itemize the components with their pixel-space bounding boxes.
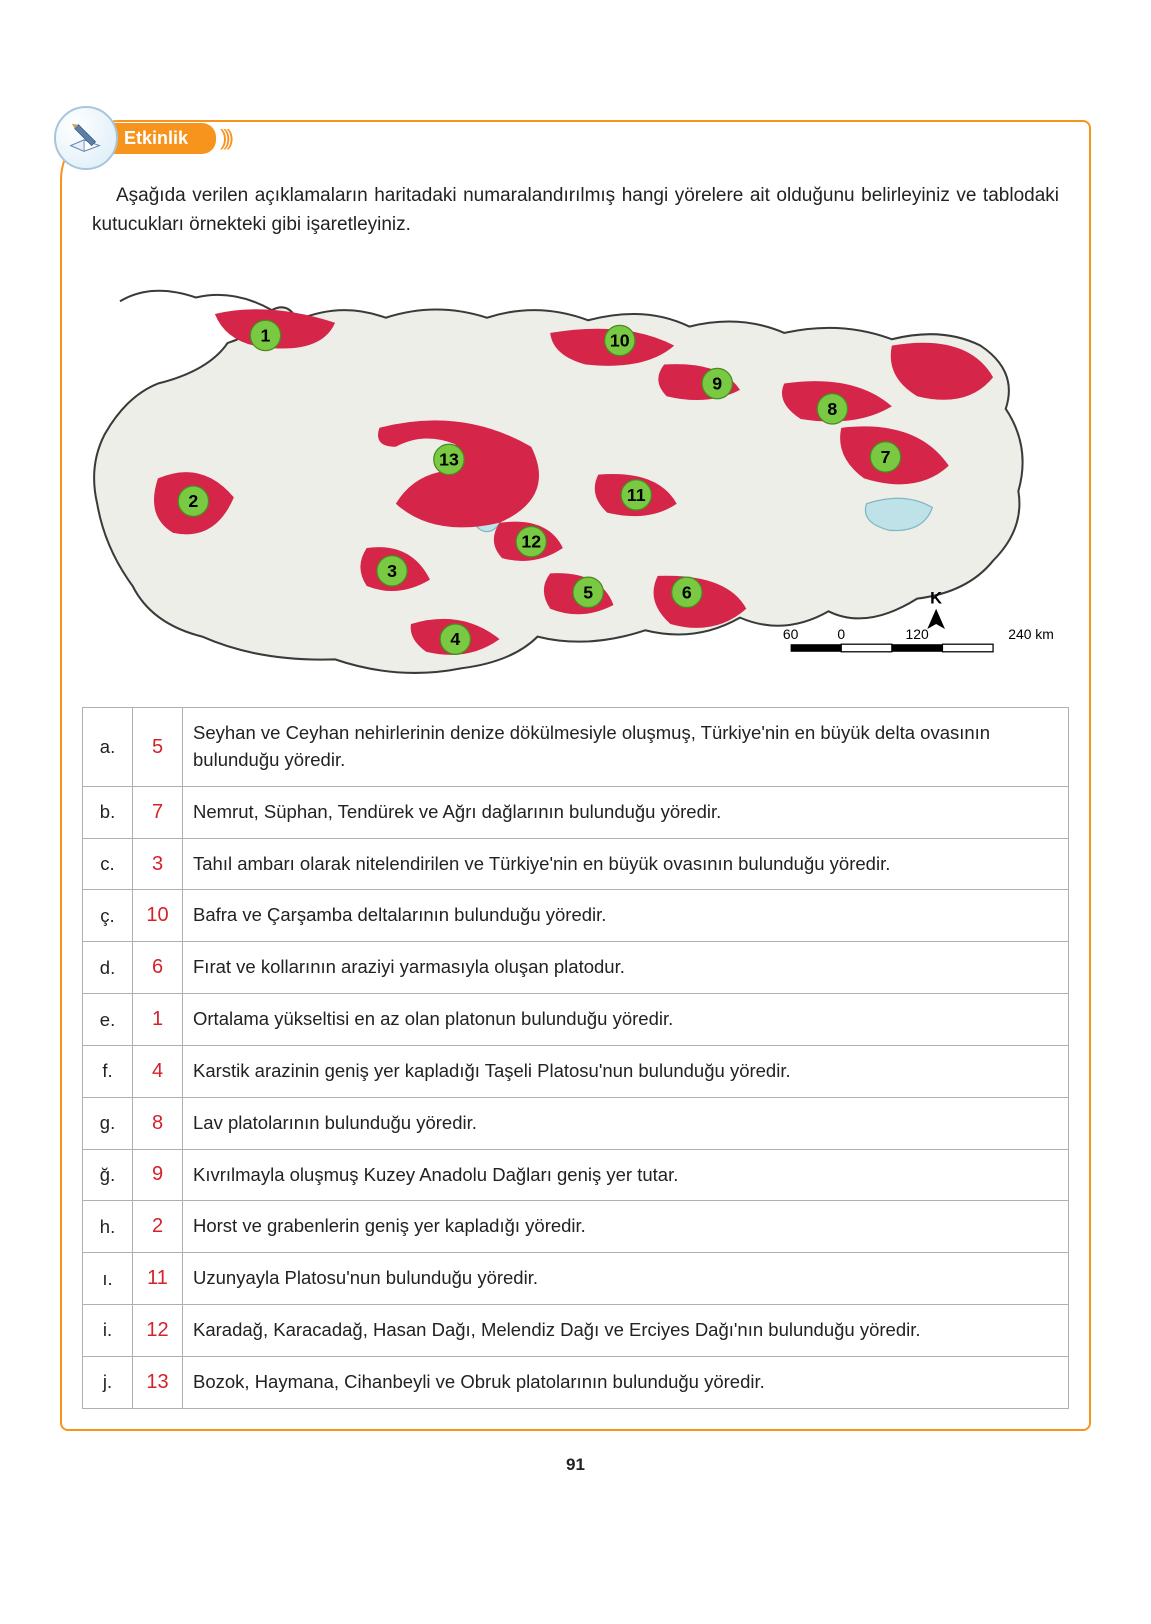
page-number: 91 [0, 1455, 1151, 1475]
activity-frame: Etkinlik ))) Aşağıda verilen açıklamalar… [60, 120, 1091, 1431]
answer-table: a.5Seyhan ve Ceyhan nehirlerinin denize … [82, 707, 1069, 1408]
row-number: 11 [133, 1253, 183, 1305]
row-description: Bafra ve Çarşamba deltalarının bulunduğu… [183, 890, 1069, 942]
map-marker-label-5: 5 [583, 582, 593, 602]
row-number: 13 [133, 1356, 183, 1408]
map-marker-label-2: 2 [188, 491, 198, 511]
row-description: Ortalama yükseltisi en az olan platonun … [183, 994, 1069, 1046]
table-row: ı.11Uzunyayla Platosu'nun bulunduğu yöre… [83, 1253, 1069, 1305]
row-description: Lav platolarının bulunduğu yöredir. [183, 1097, 1069, 1149]
table-row: g.8Lav platolarının bulunduğu yöredir. [83, 1097, 1069, 1149]
activity-label: Etkinlik [106, 123, 216, 154]
table-row: d.6Fırat ve kollarının araziyi yarmasıyl… [83, 942, 1069, 994]
row-letter: ı. [83, 1253, 133, 1305]
row-description: Horst ve grabenlerin geniş yer kapladığı… [183, 1201, 1069, 1253]
map-marker-label-10: 10 [610, 331, 630, 351]
table-row: h.2Horst ve grabenlerin geniş yer kaplad… [83, 1201, 1069, 1253]
row-number: 12 [133, 1304, 183, 1356]
table-row: b.7Nemrut, Süphan, Tendürek ve Ağrı dağl… [83, 786, 1069, 838]
row-description: Uzunyayla Platosu'nun bulunduğu yöredir. [183, 1253, 1069, 1305]
table-row: i.12Karadağ, Karacadağ, Hasan Dağı, Mele… [83, 1304, 1069, 1356]
map-marker-label-3: 3 [387, 561, 397, 581]
table-row: c.3Tahıl ambarı olarak nitelendirilen ve… [83, 838, 1069, 890]
table-row: f.4Karstik arazinin geniş yer kapladığı … [83, 1045, 1069, 1097]
book-pencil-icon [54, 106, 118, 170]
row-number: 7 [133, 786, 183, 838]
row-number: 6 [133, 942, 183, 994]
map-marker-label-8: 8 [827, 399, 837, 419]
row-description: Kıvrılmayla oluşmuş Kuzey Anadolu Dağlar… [183, 1149, 1069, 1201]
row-letter: h. [83, 1201, 133, 1253]
row-letter: e. [83, 994, 133, 1046]
row-number: 8 [133, 1097, 183, 1149]
row-letter: b. [83, 786, 133, 838]
row-letter: f. [83, 1045, 133, 1097]
row-number: 10 [133, 890, 183, 942]
row-number: 4 [133, 1045, 183, 1097]
table-row: j.13Bozok, Haymana, Cihanbeyli ve Obruk … [83, 1356, 1069, 1408]
scale-tick-3: 240 km [1008, 626, 1054, 642]
row-description: Karstik arazinin geniş yer kapladığı Taş… [183, 1045, 1069, 1097]
map-marker-label-1: 1 [261, 325, 271, 345]
row-letter: ç. [83, 890, 133, 942]
turkey-map: 12345678910111213 K 60 0 120 240 km [82, 257, 1069, 687]
scale-tick-2: 120 [906, 626, 929, 642]
row-description: Bozok, Haymana, Cihanbeyli ve Obruk plat… [183, 1356, 1069, 1408]
row-number: 9 [133, 1149, 183, 1201]
map-marker-label-13: 13 [439, 449, 459, 469]
map-marker-label-6: 6 [682, 582, 692, 602]
row-description: Seyhan ve Ceyhan nehirlerinin denize dök… [183, 708, 1069, 787]
row-number: 3 [133, 838, 183, 890]
table-row: ç.10Bafra ve Çarşamba deltalarının bulun… [83, 890, 1069, 942]
row-description: Fırat ve kollarının araziyi yarmasıyla o… [183, 942, 1069, 994]
instructions-content: Aşağıda verilen açıklamaların haritadaki… [92, 185, 1059, 235]
scale-tick-1: 0 [837, 626, 845, 642]
map-marker-label-12: 12 [521, 532, 541, 552]
map-marker-label-9: 9 [712, 374, 722, 394]
row-number: 5 [133, 708, 183, 787]
instructions-text: Aşağıda verilen açıklamaların haritadaki… [92, 182, 1059, 239]
map-marker-label-4: 4 [450, 629, 460, 649]
table-row: e.1Ortalama yükseltisi en az olan platon… [83, 994, 1069, 1046]
table-row: a.5Seyhan ve Ceyhan nehirlerinin denize … [83, 708, 1069, 787]
compass-k-label: K [930, 590, 942, 608]
row-description: Tahıl ambarı olarak nitelendirilen ve Tü… [183, 838, 1069, 890]
map-marker-label-11: 11 [627, 485, 646, 505]
row-description: Nemrut, Süphan, Tendürek ve Ağrı dağları… [183, 786, 1069, 838]
row-letter: i. [83, 1304, 133, 1356]
map-marker-label-7: 7 [881, 447, 891, 467]
row-letter: j. [83, 1356, 133, 1408]
row-letter: g. [83, 1097, 133, 1149]
row-letter: d. [83, 942, 133, 994]
row-number: 1 [133, 994, 183, 1046]
row-letter: a. [83, 708, 133, 787]
compass-star-icon [927, 609, 945, 629]
activity-badge: Etkinlik ))) [54, 106, 230, 170]
badge-waves-icon: ))) [220, 125, 230, 151]
row-letter: c. [83, 838, 133, 890]
scale-tick-0: 60 [783, 626, 799, 642]
table-row: ğ.9Kıvrılmayla oluşmuş Kuzey Anadolu Dağ… [83, 1149, 1069, 1201]
row-description: Karadağ, Karacadağ, Hasan Dağı, Melendiz… [183, 1304, 1069, 1356]
row-letter: ğ. [83, 1149, 133, 1201]
map-svg: 12345678910111213 K 60 0 120 240 km [82, 257, 1069, 687]
row-number: 2 [133, 1201, 183, 1253]
